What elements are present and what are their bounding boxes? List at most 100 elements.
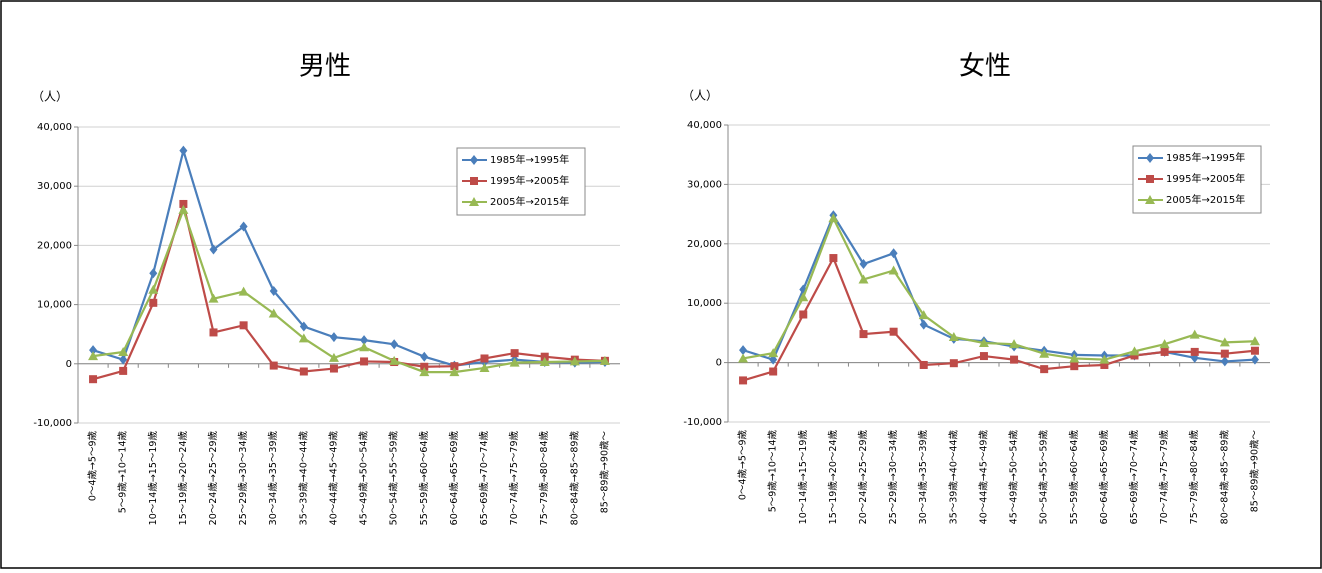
data-point [1100,360,1109,369]
data-point [269,285,278,296]
x-tick-label: 40～44歳→45～49歳 [327,431,339,526]
x-tick-label: 60～64歳→65～69歳 [448,431,460,526]
data-point [1129,346,1140,356]
data-point [209,328,218,337]
x-tick-label: 0～4歳→5～9歳 [737,430,749,501]
data-point [948,332,959,342]
x-tick-label: 10～14歳→15～19歳 [797,430,809,525]
data-point [768,348,779,358]
data-point [828,213,839,223]
legend-marker [470,177,478,185]
data-point [799,310,808,319]
x-tick-label: 30～34歳→35～39歳 [917,430,929,525]
y-tick-label: -10,000 [683,417,722,428]
data-point [360,335,369,346]
legend-marker [470,155,478,165]
data-point [178,204,189,214]
y-tick-label: 0 [66,359,72,370]
data-point [89,375,98,384]
data-point [739,345,748,356]
data-point [739,376,748,385]
x-tick-label: 65～69歳→70～74歳 [1128,430,1140,525]
data-point [1130,351,1139,360]
data-point [859,258,868,269]
data-point [1159,339,1170,349]
x-tick-label: 75～79歳→80～84歳 [538,431,550,526]
x-tick-label: 35～39歳→40～44歳 [947,430,959,525]
data-point [978,337,989,347]
data-point [919,360,928,369]
x-tick-label: 45～49歳→50～54歳 [358,431,370,526]
data-point [599,355,610,365]
data-point [539,357,550,367]
chart-title: 男性 [299,52,351,82]
x-tick-label: 85～89歳→90歳～ [598,431,610,514]
data-point [1039,348,1050,358]
data-point [889,327,898,336]
data-point [239,321,248,330]
x-tick-label: 0～4歳→5～9歳 [87,431,99,502]
y-unit: （人） [32,90,68,104]
x-tick-label: 40～44歳→45～49歳 [977,430,989,525]
x-tick-label: 20～24歳→25～29歳 [857,430,869,525]
x-tick-label: 5～9歳→10～14歳 [117,431,129,514]
data-point [829,254,838,263]
y-tick-label: 40,000 [687,120,722,131]
data-point [769,354,778,365]
x-tick-label: 15～19歳→20～24歳 [177,431,189,526]
x-tick-label: 65～69歳→70～74歳 [478,431,490,526]
data-point [360,357,369,366]
chart-title: 女性 [959,52,1011,82]
y-tick-label: 10,000 [687,298,722,309]
x-tick-label: 25～29歳→30～34歳 [237,431,249,526]
x-tick-label: 80～84歳→85～89歳 [1218,430,1230,525]
x-tick-label: 10～14歳→15～19歳 [147,431,159,526]
data-point [918,310,929,320]
legend-marker [469,197,479,206]
x-tick-label: 35～39歳→40～44歳 [297,431,309,526]
x-tick-label: 50～54歳→55～59歳 [388,431,400,526]
data-point [329,364,338,373]
legend-label: 1995年→2005年 [1166,172,1245,185]
y-tick-label: 0 [716,358,722,369]
x-tick-label: 60～64歳→65～69歳 [1098,430,1110,525]
data-point [238,286,249,296]
data-point [1009,339,1020,349]
data-point [1250,354,1259,365]
legend-label: 2005年→2015年 [490,195,569,208]
data-point [449,367,460,377]
data-point [390,339,399,350]
y-tick-label: 40,000 [37,122,72,133]
y-tick-label: 30,000 [687,179,722,190]
data-point [269,361,278,370]
x-tick-label: 25～29歳→30～34歳 [887,430,899,525]
data-point [510,349,519,358]
data-point [1249,336,1260,346]
data-point [919,319,928,330]
data-point [540,352,549,361]
data-point [1010,355,1019,364]
x-tick-label: 85～89歳→90歳～ [1248,430,1260,513]
data-point [420,351,429,362]
data-point [149,268,158,279]
legend-marker [1146,153,1154,163]
data-point [769,367,778,376]
data-point [118,346,129,356]
data-point [149,298,158,307]
data-point [1219,337,1230,347]
data-point [268,308,279,318]
data-point [1069,353,1080,363]
data-point [329,332,338,343]
data-point [479,362,490,372]
x-tick-label: 30～34歳→35～39歳 [267,431,279,526]
y-tick-label: -10,000 [33,418,72,429]
x-tick-label: 55～59歳→60～64歳 [418,431,430,526]
data-point [1160,347,1169,356]
data-point [119,354,128,365]
data-point [509,357,520,367]
data-point [179,199,188,208]
data-point [88,351,99,361]
x-tick-label: 50～54歳→55～59歳 [1038,430,1050,525]
data-point [858,274,869,284]
